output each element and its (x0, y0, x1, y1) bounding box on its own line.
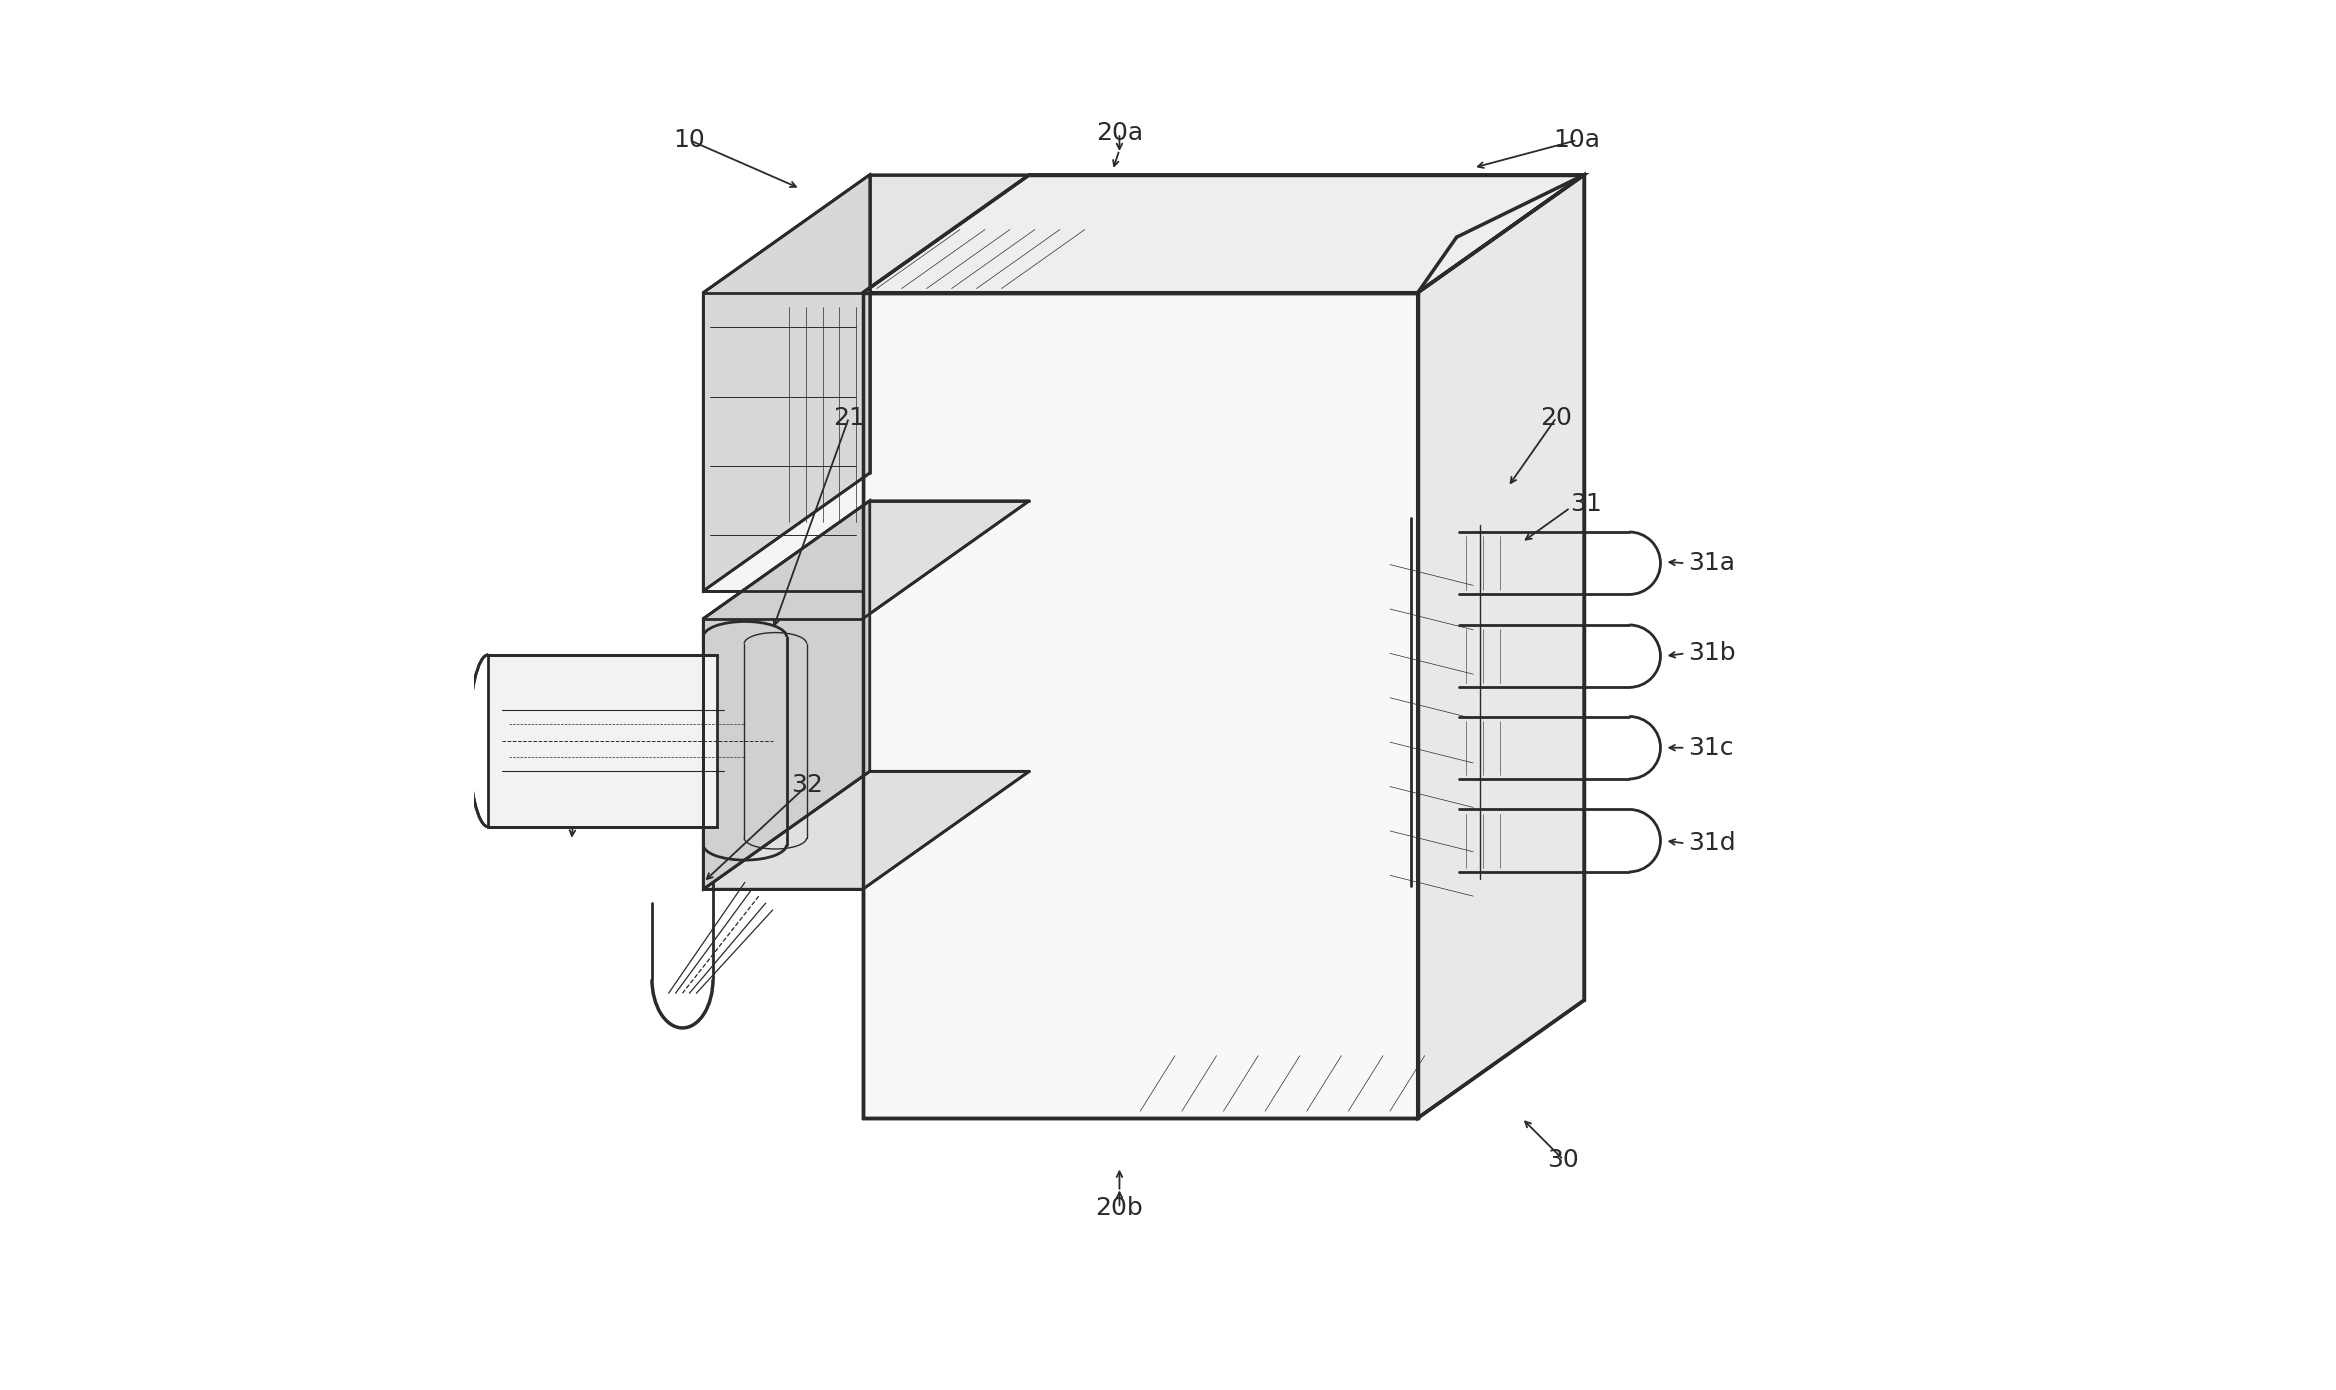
Text: 31a: 31a (1689, 552, 1736, 575)
Polygon shape (1418, 175, 1584, 1118)
Polygon shape (703, 619, 862, 890)
Text: 10: 10 (673, 128, 705, 152)
Polygon shape (703, 500, 1030, 619)
Text: 20a: 20a (1096, 121, 1142, 145)
Text: 20b: 20b (1096, 1197, 1142, 1220)
Text: 31: 31 (1570, 492, 1602, 516)
Text: 31d: 31d (1689, 831, 1736, 855)
Text: 31c: 31c (1689, 735, 1733, 760)
Text: 22: 22 (570, 669, 600, 694)
Polygon shape (862, 175, 1584, 293)
Text: 30: 30 (1546, 1148, 1579, 1172)
Text: 21: 21 (834, 406, 864, 430)
Polygon shape (862, 293, 1418, 1118)
Text: 31b: 31b (1689, 641, 1736, 666)
Polygon shape (703, 771, 1030, 890)
Polygon shape (703, 175, 1030, 293)
Text: 10a: 10a (1553, 128, 1600, 152)
Polygon shape (703, 175, 869, 591)
Text: 32: 32 (792, 773, 822, 798)
Text: 20: 20 (1539, 406, 1572, 430)
Polygon shape (703, 500, 869, 890)
Polygon shape (703, 293, 862, 591)
Polygon shape (488, 655, 717, 827)
